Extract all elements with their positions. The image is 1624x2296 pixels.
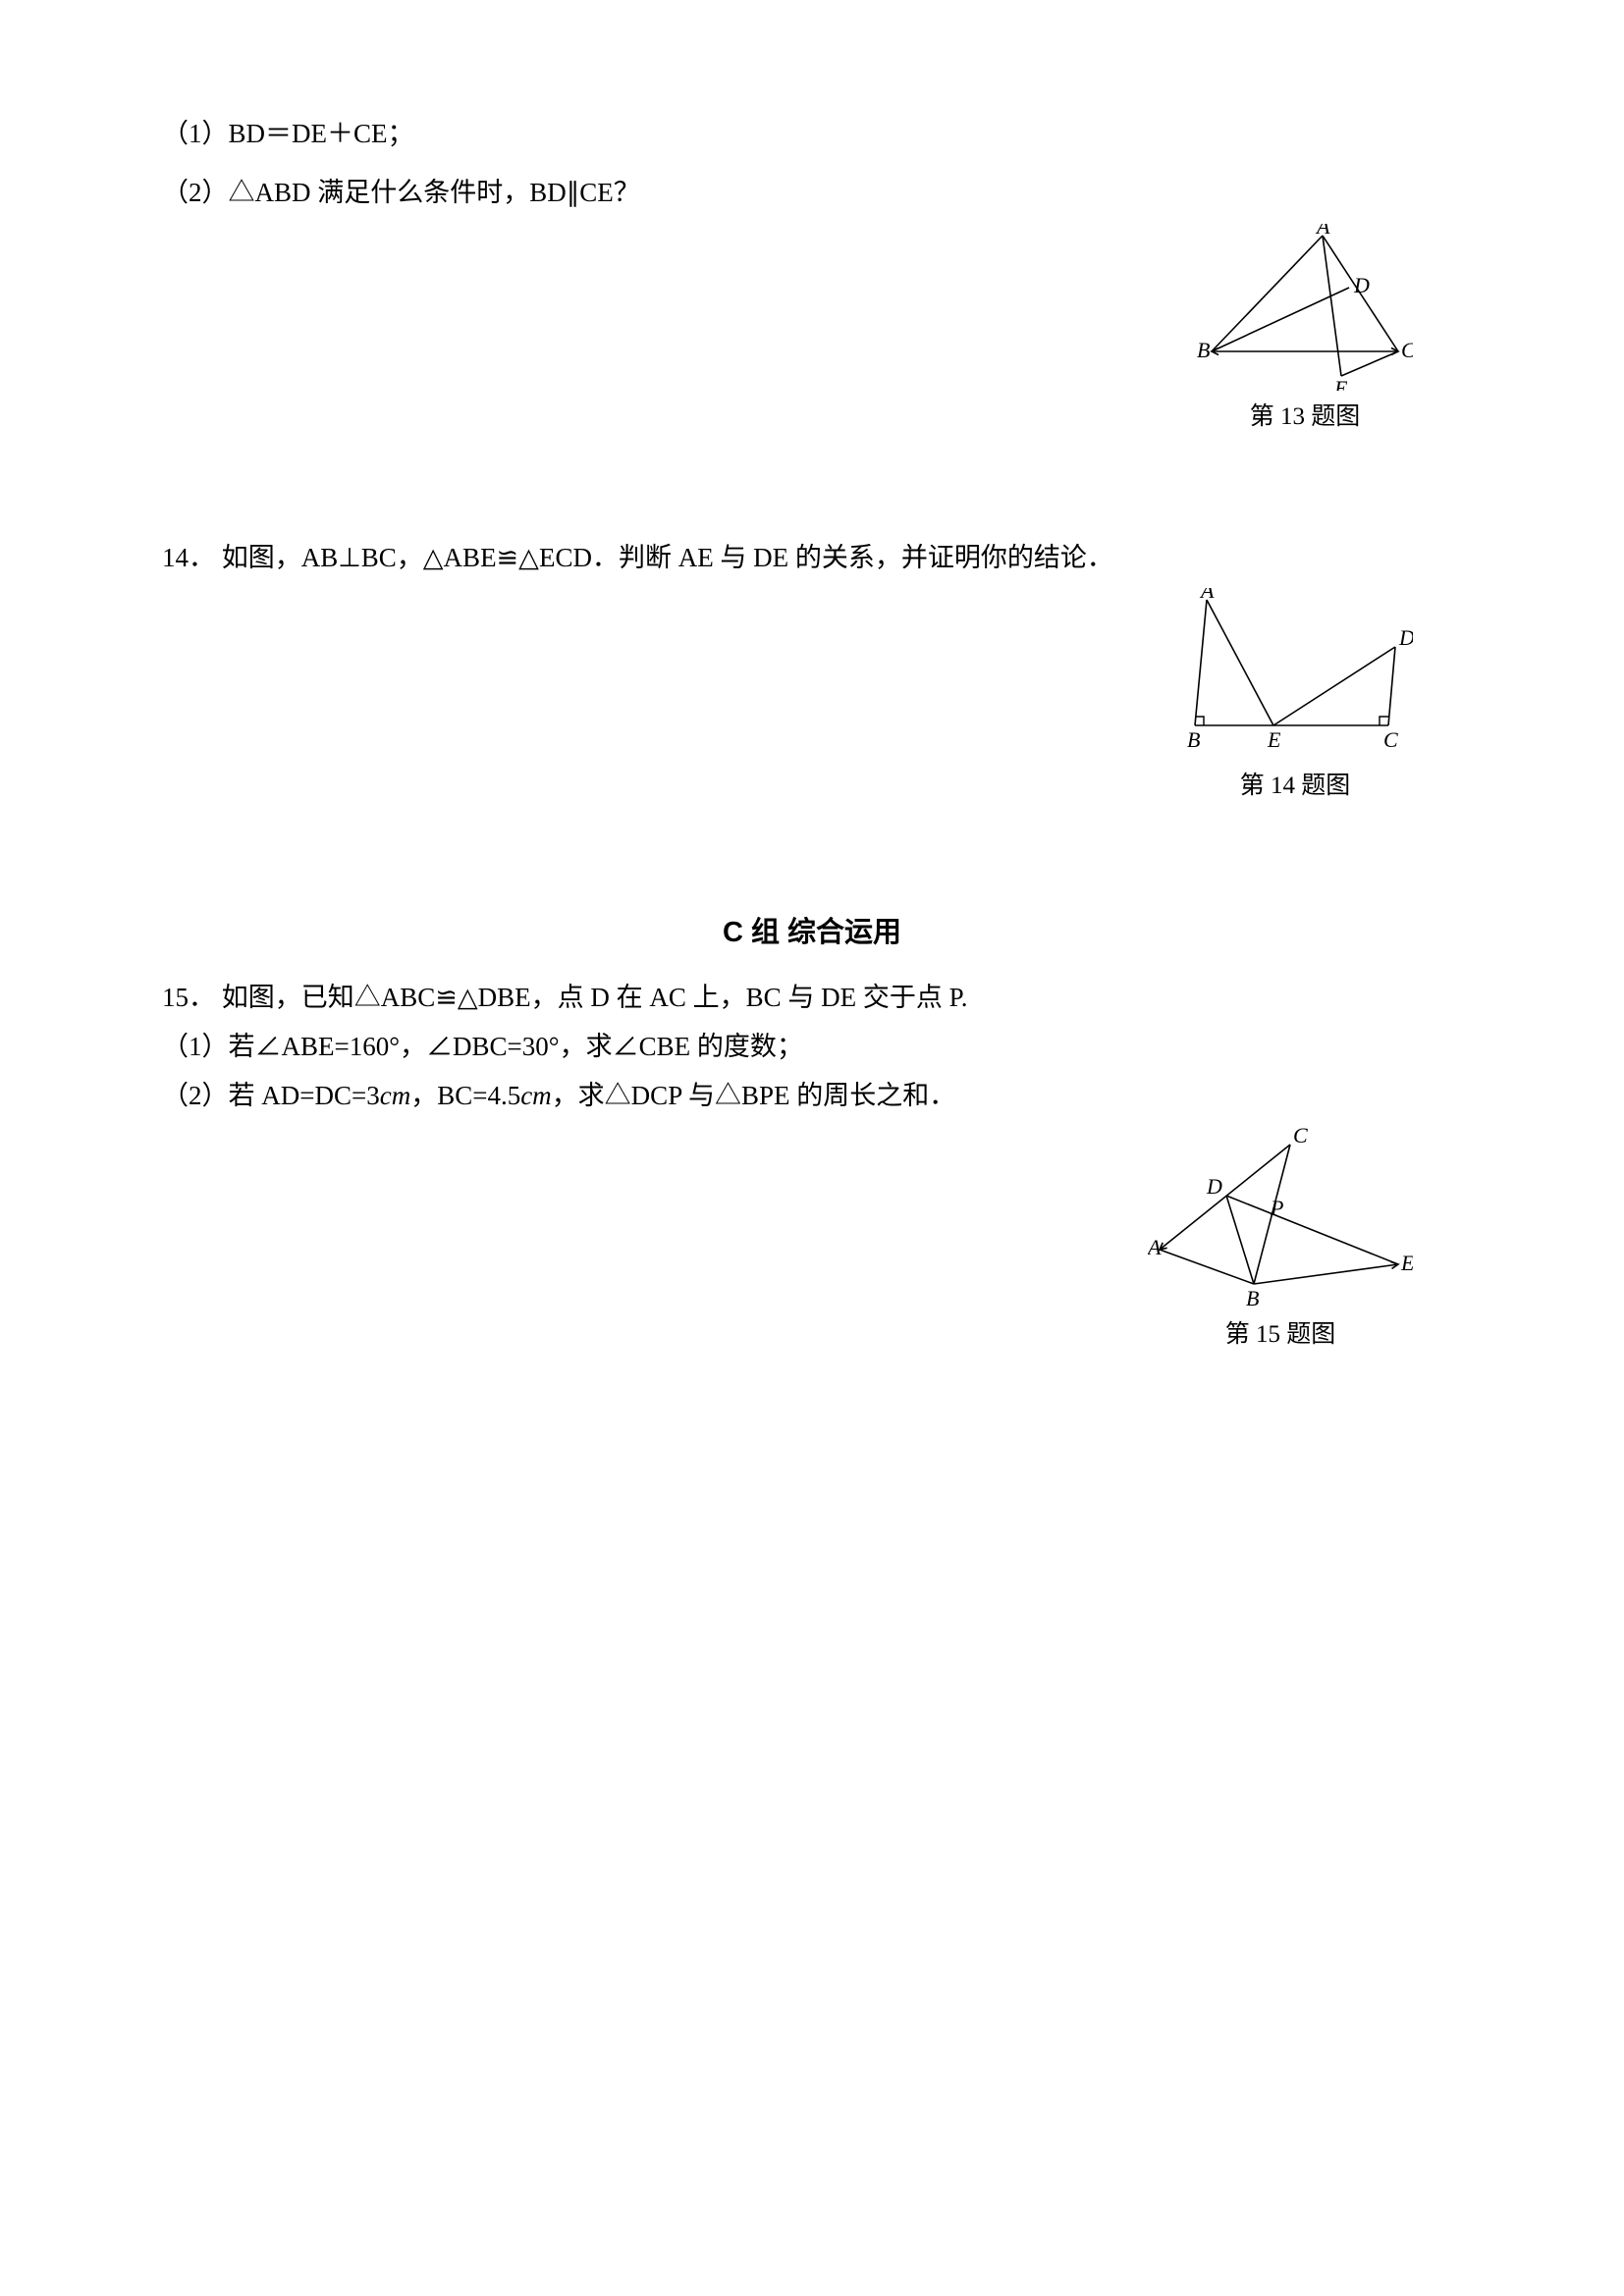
svg-text:D: D <box>1206 1174 1222 1199</box>
line-q13-part1: （1）BD＝DE＋CE； <box>162 116 1462 153</box>
question-14: 14． 如图，AB⊥BC，△ABE≌△ECD．判断 AE 与 DE 的关系，并证… <box>162 540 1462 577</box>
q15b-prefix: （2）若 AD=DC=3 <box>162 1081 380 1110</box>
svg-text:C: C <box>1383 727 1398 752</box>
question-15-part1: （1）若∠ABE=160°，∠DBC=30°，求∠CBE 的度数； <box>162 1029 1462 1066</box>
figure-14-block: A B E C D 第 14 题图 <box>162 588 1462 801</box>
svg-text:E: E <box>1267 727 1281 752</box>
svg-text:D: D <box>1398 625 1413 650</box>
svg-text:C: C <box>1293 1127 1308 1148</box>
q15b-suffix: ，求△DCP 与△BPE 的周长之和． <box>552 1081 956 1110</box>
svg-text:D: D <box>1353 273 1370 297</box>
figure-13-svg: A B C D E <box>1197 224 1413 391</box>
question-15-part2: （2）若 AD=DC=3cm，BC=4.5cm，求△DCP 与△BPE 的周长之… <box>162 1078 1462 1115</box>
svg-text:E: E <box>1400 1251 1413 1275</box>
page-content: （1）BD＝DE＋CE； （2）△ABD 满足什么条件时，BD∥CE？ A B C D… <box>0 0 1624 1350</box>
figure-15-svg: A C B E D P <box>1148 1127 1413 1308</box>
q15b-unit1: cm <box>380 1081 410 1110</box>
svg-text:A: A <box>1315 224 1330 239</box>
figure-15: A C B E D P 第 15 题图 <box>1148 1127 1413 1350</box>
svg-text:B: B <box>1246 1286 1259 1308</box>
svg-text:C: C <box>1401 338 1413 362</box>
question-15: 15． 如图，已知△ABC≌△DBE，点 D 在 AC 上，BC 与 DE 交于… <box>162 980 1462 1017</box>
figure-15-block: A C B E D P 第 15 题图 <box>162 1127 1462 1350</box>
svg-text:A: A <box>1148 1235 1162 1259</box>
q15b-unit2: cm <box>520 1081 551 1110</box>
section-c-title: C 组 综合运用 <box>162 909 1462 950</box>
figure-13-caption: 第 13 题图 <box>1250 397 1361 432</box>
line-q13-part2: （2）△ABD 满足什么条件时，BD∥CE？ <box>162 175 1462 212</box>
q15b-mid: ，BC=4.5 <box>410 1081 520 1110</box>
svg-text:E: E <box>1333 376 1348 391</box>
figure-15-caption: 第 15 题图 <box>1225 1314 1336 1350</box>
svg-text:B: B <box>1187 727 1200 752</box>
svg-text:A: A <box>1199 588 1215 603</box>
figure-13: A B C D E 第 13 题图 <box>1197 224 1413 432</box>
figure-14-caption: 第 14 题图 <box>1240 766 1351 801</box>
figure-13-block: A B C D E 第 13 题图 <box>162 224 1462 432</box>
svg-text:P: P <box>1270 1196 1283 1220</box>
figure-14-svg: A B E C D <box>1177 588 1413 760</box>
svg-text:B: B <box>1197 338 1210 362</box>
figure-14: A B E C D 第 14 题图 <box>1177 588 1413 801</box>
